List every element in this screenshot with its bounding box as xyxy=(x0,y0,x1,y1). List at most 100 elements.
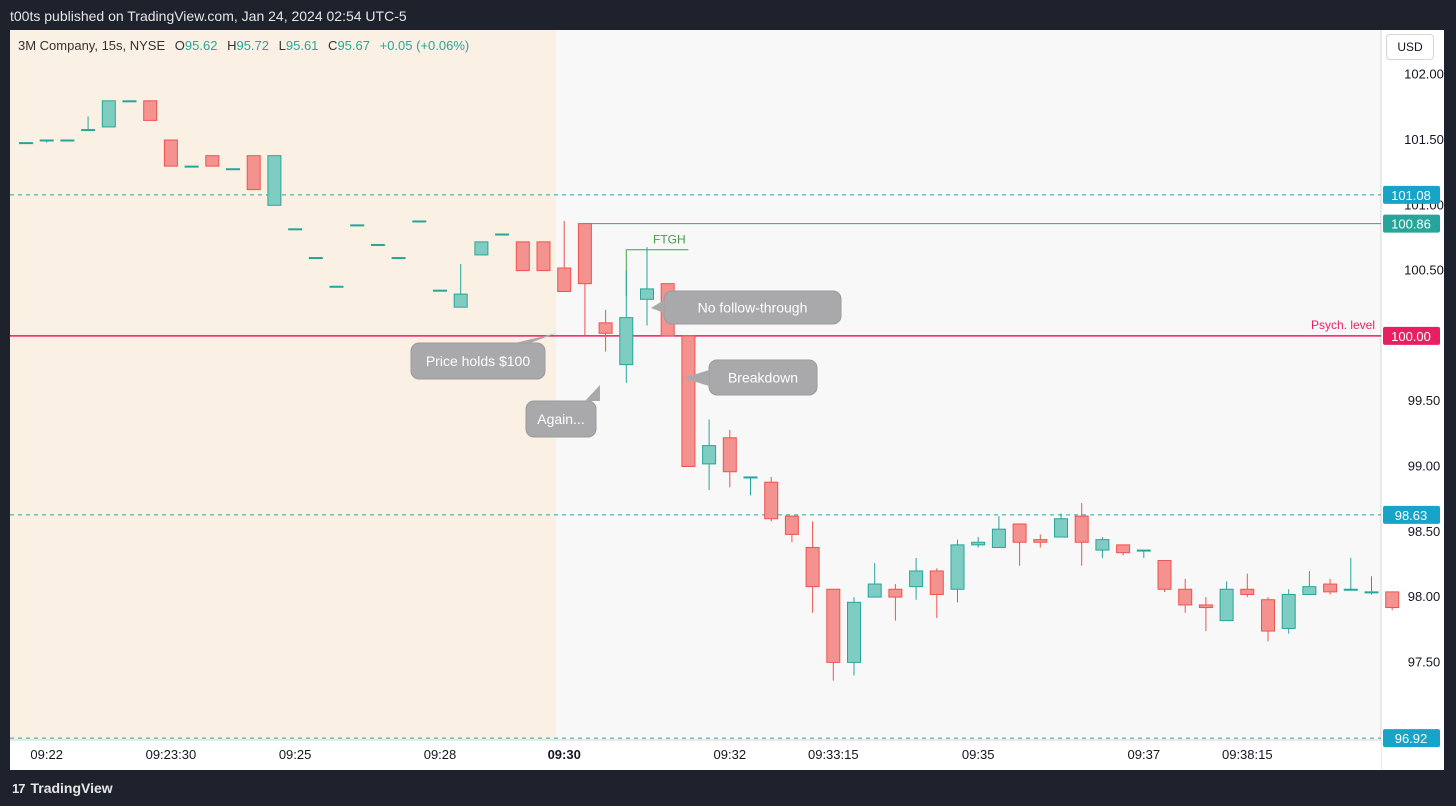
callout-box xyxy=(410,342,546,380)
candle-body xyxy=(764,481,779,520)
callout-pointer xyxy=(651,300,664,313)
candle-body xyxy=(971,541,986,546)
high-value: 95.72 xyxy=(236,38,270,53)
candle-body xyxy=(19,142,33,145)
candle-body xyxy=(453,293,468,308)
callout-pointer xyxy=(585,385,600,401)
footer-bar: 17 TradingView xyxy=(0,770,1456,806)
close-label: C xyxy=(328,38,338,53)
price-tag-label: 101.08 xyxy=(1391,188,1431,203)
candle-body xyxy=(370,243,385,246)
candle-body xyxy=(1385,591,1400,609)
candle-body xyxy=(226,168,240,171)
x-tick-label: 09:28 xyxy=(424,747,457,762)
callout-text: No follow-through xyxy=(698,300,808,316)
x-tick-label: 09:38:15 xyxy=(1222,747,1273,762)
candle-body xyxy=(826,588,841,663)
candle-body xyxy=(909,570,924,588)
candle-body xyxy=(1302,586,1317,595)
candle-body xyxy=(722,437,737,473)
candle-body xyxy=(184,165,199,168)
candle-body xyxy=(495,233,510,236)
candle-body xyxy=(867,583,882,598)
candle-body xyxy=(640,288,654,300)
price-axis-panel xyxy=(1381,30,1444,770)
candle-body xyxy=(598,322,613,334)
candle-body xyxy=(1219,588,1234,622)
publish-info: t00ts published on TradingView.com, Jan … xyxy=(10,8,407,24)
candle-body xyxy=(101,100,116,128)
callout-pointer xyxy=(683,370,709,386)
currency-button[interactable]: USD xyxy=(1386,34,1434,60)
candle-body xyxy=(805,546,820,588)
candle-body xyxy=(1323,583,1338,593)
candle-body xyxy=(1012,523,1027,543)
candle-body xyxy=(1116,544,1131,554)
callout-bubble: Breakdown xyxy=(683,359,818,396)
candle-body xyxy=(1054,518,1068,538)
callout-bubble: Price holds $100 xyxy=(410,333,557,380)
candle-body xyxy=(577,223,592,285)
candle-body xyxy=(60,139,75,142)
candlestick-chart[interactable]: 102.00101.50101.00100.5099.5099.0098.509… xyxy=(10,30,1444,770)
candle-body xyxy=(702,445,717,465)
candle-body xyxy=(391,257,406,260)
callout-text: Breakdown xyxy=(728,370,798,386)
candle-body xyxy=(929,570,944,595)
candle-body xyxy=(205,155,220,167)
low-value: 95.61 xyxy=(285,38,319,53)
price-tag xyxy=(1383,214,1440,233)
price-tag xyxy=(1383,505,1440,524)
candle-body xyxy=(1240,588,1255,595)
candle-body xyxy=(1343,588,1358,591)
candle-body xyxy=(163,139,178,167)
chart-frame[interactable]: 102.00 101.50 101.00 100.50 99.50 99.00 98.50 9… xyxy=(10,30,1444,770)
callout-pointer xyxy=(515,333,557,343)
symbol-legend: 3M Company, 15s, NYSE O95.62 H95.72 L95.… xyxy=(18,38,469,53)
change-value: +0.05 (+0.06%) xyxy=(379,38,470,53)
candle-body xyxy=(246,155,261,191)
candle-body xyxy=(474,241,489,256)
psych-level-label: Psych. level xyxy=(1311,318,1375,332)
candle-body xyxy=(1364,591,1379,594)
candle-body xyxy=(1178,588,1193,606)
candle-body xyxy=(991,528,1006,548)
candle-body xyxy=(1033,539,1048,543)
x-tick-label: 09:35 xyxy=(962,747,995,762)
close-value: 95.67 xyxy=(337,38,370,53)
candle-body xyxy=(329,285,344,288)
x-tick-label: 09:33:15 xyxy=(808,747,859,762)
time-axis-panel xyxy=(10,740,1381,770)
candle-body xyxy=(557,267,572,292)
x-tick-label: 09:30 xyxy=(548,747,581,762)
tradingview-brand: TradingView xyxy=(30,780,113,796)
ftgh-label: FTGH xyxy=(653,233,686,247)
candle-body xyxy=(1074,515,1089,543)
candle-body xyxy=(433,289,447,292)
callout-box xyxy=(525,400,597,438)
x-tick-label: 09:23:30 xyxy=(146,747,197,762)
x-tick-label: 09:22 xyxy=(30,747,63,762)
candle-body xyxy=(267,155,282,206)
y-tick-label: 99.00 xyxy=(1408,459,1441,474)
candle-body xyxy=(1095,539,1110,551)
candle-body xyxy=(1261,599,1275,632)
callout-bubble: No follow-through xyxy=(651,290,842,325)
low-label: L xyxy=(278,38,286,53)
candle-body xyxy=(515,241,530,272)
price-tag-label: 96.92 xyxy=(1395,731,1428,746)
price-tag-label: 100.00 xyxy=(1391,329,1431,344)
candle-body xyxy=(143,100,158,121)
candle-body xyxy=(536,241,551,272)
callout-text: Again... xyxy=(537,411,584,427)
candle-body xyxy=(1157,560,1172,590)
candle-body xyxy=(308,257,323,260)
price-tag-label: 100.86 xyxy=(1391,217,1431,232)
tradingview-logo[interactable]: 17 TradingView xyxy=(12,780,113,796)
candle-body xyxy=(350,224,365,227)
x-tick-label: 09:25 xyxy=(279,747,312,762)
candle-body xyxy=(847,601,861,663)
price-tag xyxy=(1383,185,1440,204)
y-tick-label: 97.50 xyxy=(1408,654,1441,669)
callout-text: Price holds $100 xyxy=(426,353,531,369)
